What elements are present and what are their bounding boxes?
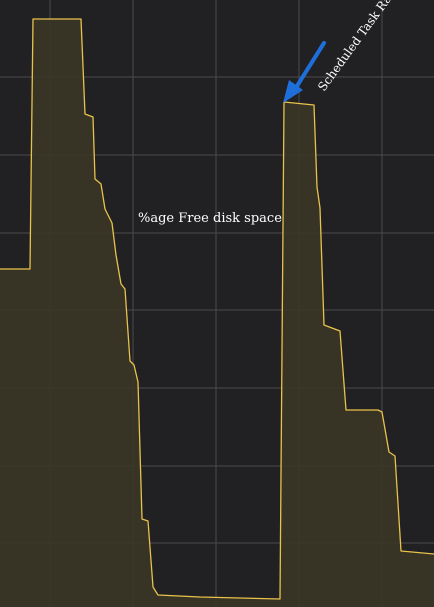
arrow-shaft bbox=[295, 41, 326, 88]
area-fill bbox=[0, 19, 434, 607]
chart-title: %age Free disk space bbox=[138, 211, 282, 226]
series-line bbox=[0, 18, 434, 600]
annotation-label: Scheduled Task Ran bbox=[315, 0, 399, 94]
arrow-head bbox=[283, 80, 303, 103]
annotation-arrow bbox=[283, 41, 326, 103]
